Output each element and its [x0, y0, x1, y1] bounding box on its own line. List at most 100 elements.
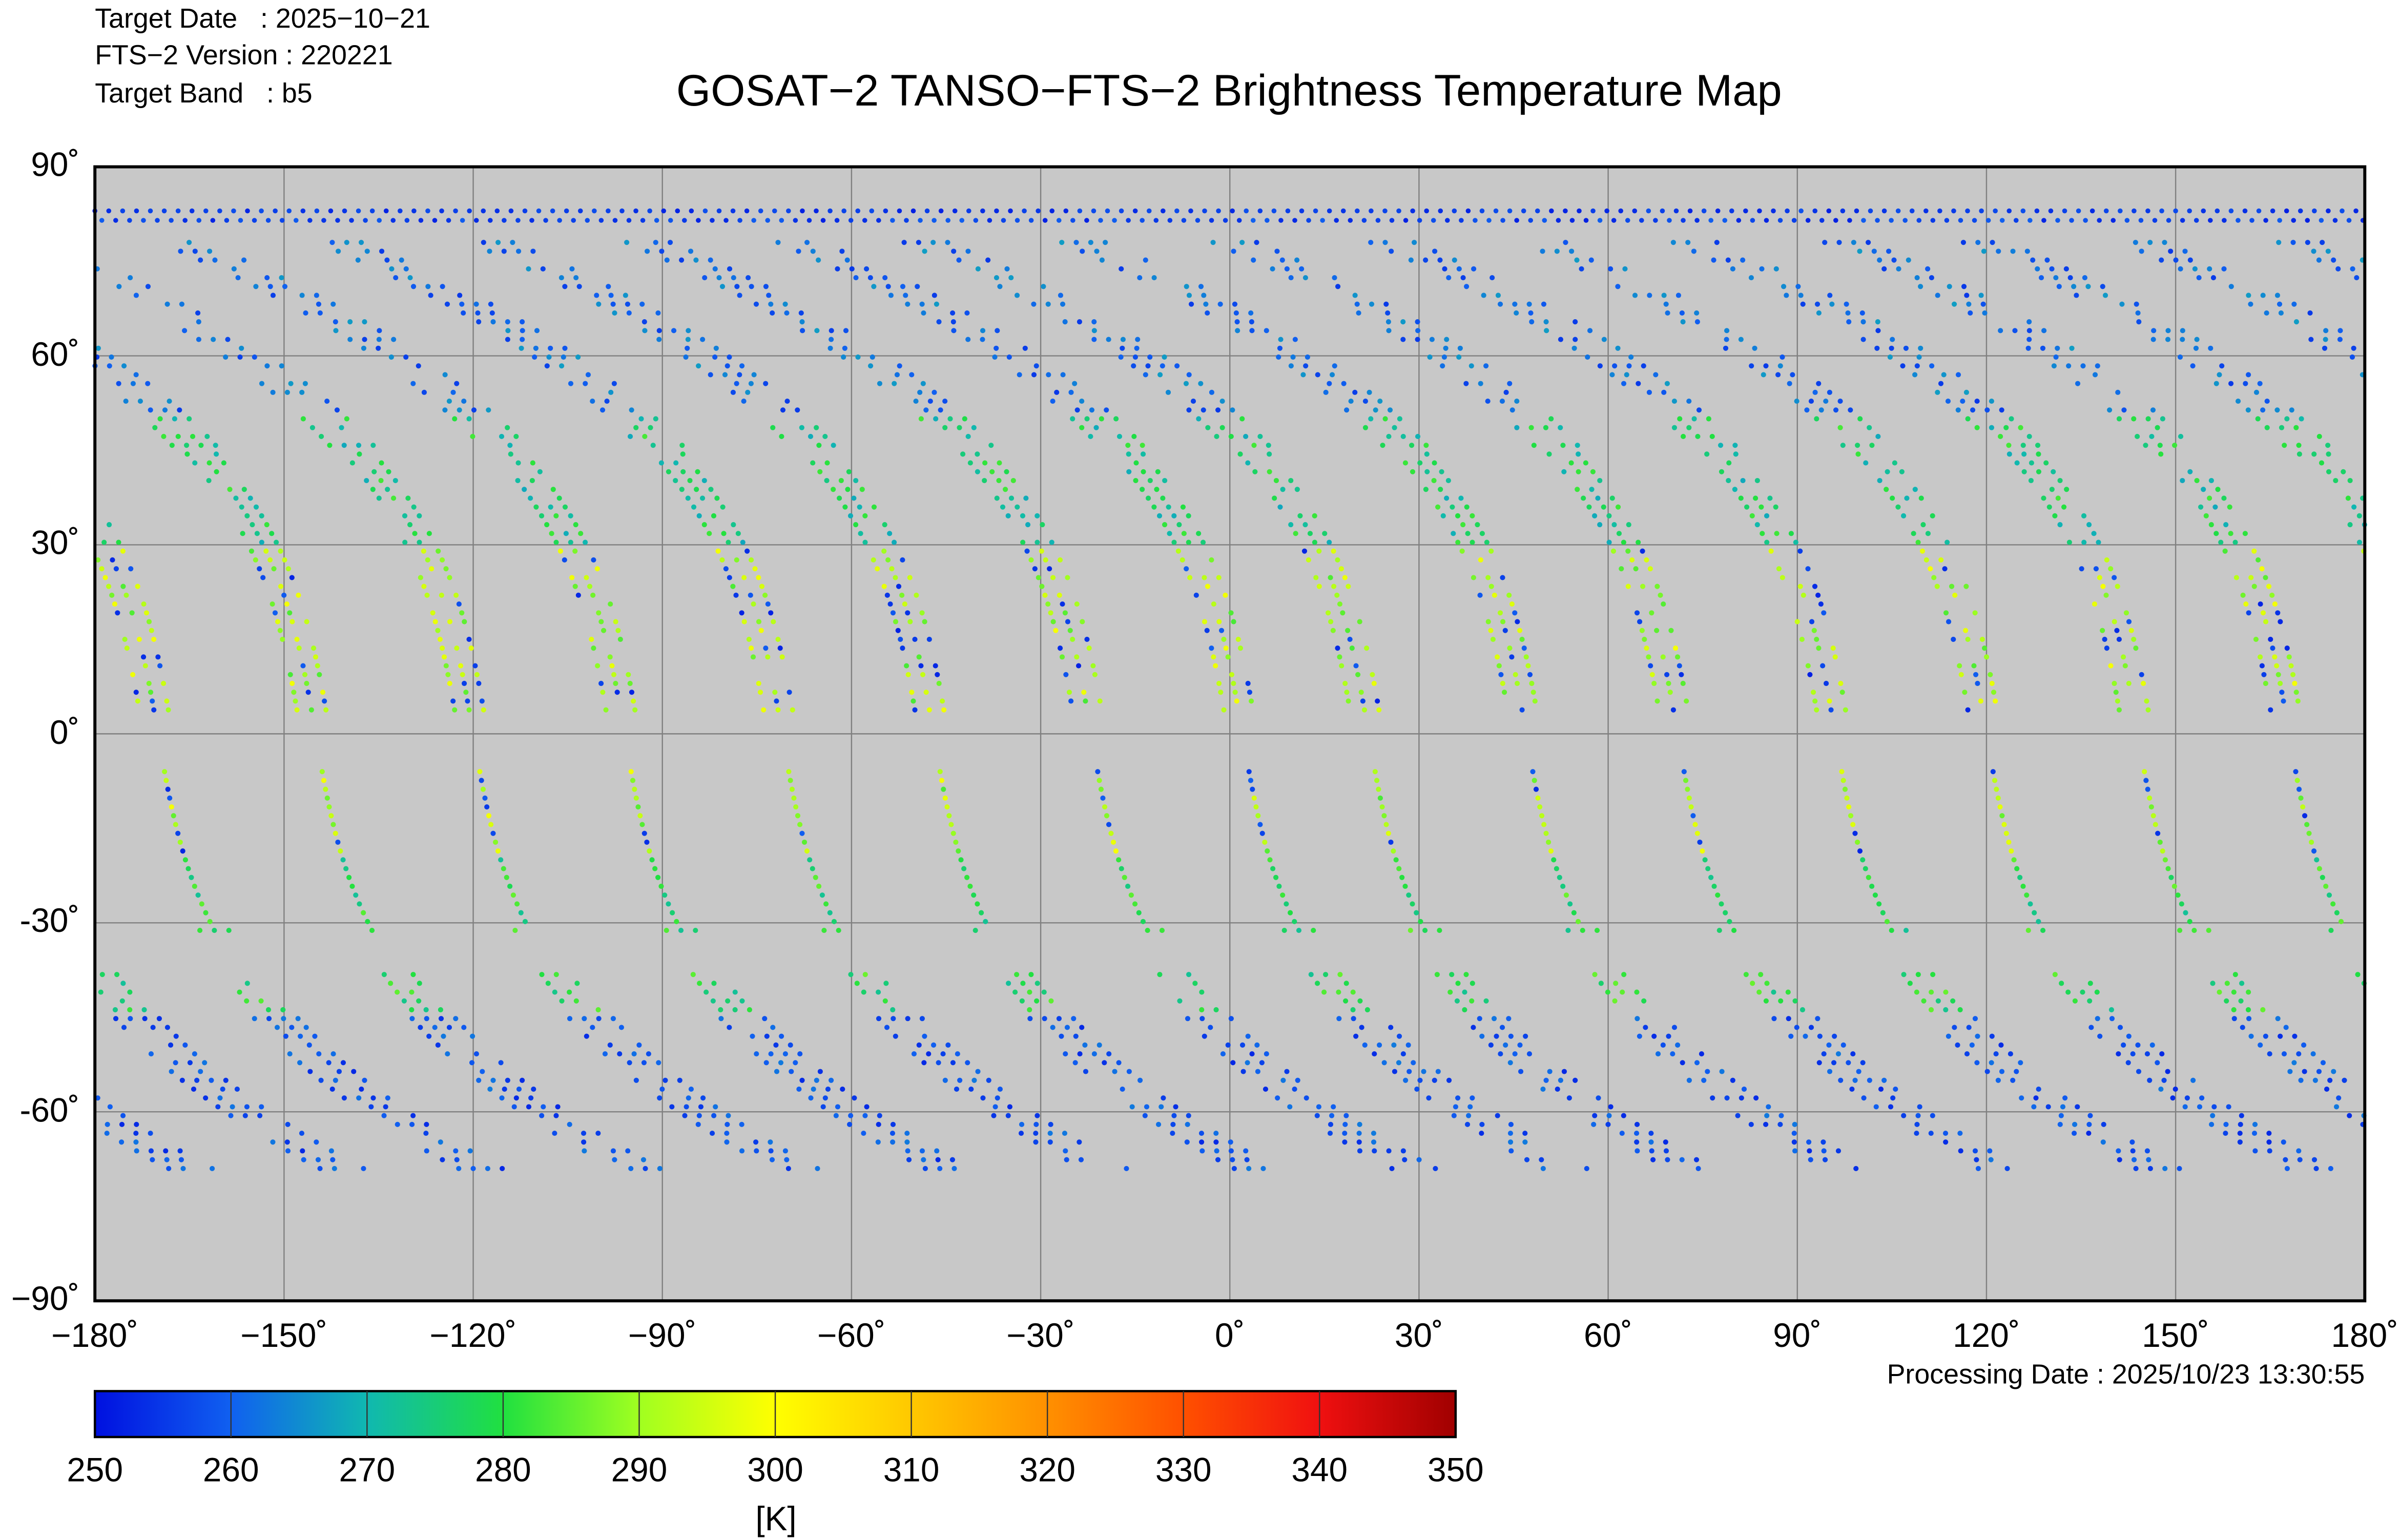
observation-point — [339, 425, 344, 430]
observation-point — [1489, 275, 1495, 281]
x-tick-label: −150˚ — [240, 1316, 328, 1355]
observation-point — [1287, 1104, 1293, 1110]
observation-point — [409, 989, 415, 995]
observation-point — [1180, 557, 1185, 563]
observation-point — [1560, 883, 1566, 889]
observation-point — [897, 363, 902, 369]
observation-point — [180, 1166, 186, 1171]
observation-point — [346, 875, 352, 880]
observation-point — [2133, 240, 2138, 245]
observation-point — [1969, 1042, 1975, 1048]
observation-point — [1551, 857, 1557, 863]
observation-point — [2079, 566, 2084, 572]
observation-point — [1308, 972, 1314, 977]
y-tick-label: −90˚ — [11, 1279, 80, 1318]
observation-point — [515, 460, 521, 466]
observation-point — [279, 363, 284, 369]
observation-point — [1824, 680, 1829, 686]
observation-point — [2160, 848, 2165, 854]
observation-point — [2246, 1016, 2252, 1022]
observation-point — [432, 218, 438, 223]
observation-point — [765, 601, 771, 607]
observation-point — [439, 208, 444, 214]
observation-point — [946, 813, 952, 819]
observation-point — [2151, 328, 2157, 334]
observation-point — [1616, 531, 1622, 536]
observation-point — [1032, 566, 1038, 572]
observation-point — [1875, 433, 1881, 440]
observation-point — [2072, 1130, 2077, 1136]
observation-point — [1137, 275, 1143, 281]
observation-point — [2031, 1104, 2037, 1110]
observation-point — [2266, 1130, 2272, 1136]
observation-point — [2201, 208, 2206, 214]
observation-point — [1753, 495, 1758, 501]
observation-point — [1089, 407, 1095, 413]
observation-point — [1846, 1060, 1851, 1066]
observation-point — [330, 822, 336, 827]
observation-point — [1962, 690, 1968, 695]
observation-point — [2251, 1130, 2258, 1136]
observation-point — [446, 218, 451, 223]
observation-point — [1440, 363, 1445, 369]
observation-point — [2212, 504, 2218, 510]
observation-point — [1141, 469, 1146, 474]
observation-point — [1760, 531, 1765, 536]
observation-point — [340, 1060, 346, 1066]
observation-point — [1386, 1148, 1392, 1154]
observation-point — [1507, 646, 1513, 651]
observation-point — [2171, 883, 2177, 889]
observation-point — [718, 1007, 723, 1013]
observation-point — [2177, 1166, 2182, 1171]
observation-point — [596, 301, 602, 307]
observation-point — [1685, 786, 1690, 792]
observation-point — [664, 257, 670, 263]
observation-point — [116, 539, 121, 545]
observation-point — [215, 1104, 221, 1110]
observation-point — [461, 398, 467, 404]
observation-point — [1437, 257, 1443, 263]
observation-point — [2183, 910, 2188, 915]
observation-point — [2155, 425, 2160, 430]
observation-point — [148, 407, 153, 413]
observation-point — [109, 354, 114, 360]
observation-point — [808, 1095, 814, 1101]
observation-point — [2310, 1051, 2316, 1057]
observation-point — [424, 1148, 429, 1154]
observation-point — [1951, 208, 1956, 214]
observation-point — [2274, 293, 2281, 298]
observation-point — [814, 328, 820, 334]
observation-point — [2336, 1095, 2342, 1101]
observation-point — [1888, 1104, 1894, 1110]
observation-point — [1522, 1130, 1528, 1136]
observation-point — [1857, 248, 1863, 254]
observation-point — [302, 381, 308, 386]
observation-point — [409, 1121, 415, 1127]
observation-point — [1965, 636, 1971, 642]
observation-point — [214, 469, 219, 474]
observation-point — [1429, 337, 1435, 342]
observation-point — [1231, 248, 1236, 254]
observation-point — [952, 208, 958, 214]
observation-point — [851, 495, 857, 501]
observation-point — [2237, 1130, 2243, 1136]
observation-point — [356, 1095, 362, 1101]
observation-point — [1225, 654, 1231, 660]
observation-point — [797, 1051, 803, 1057]
observation-point — [2116, 1051, 2121, 1057]
observation-point — [1104, 813, 1110, 819]
observation-point — [164, 698, 170, 704]
observation-point — [1914, 275, 1920, 281]
observation-point — [289, 575, 295, 580]
observation-point — [1160, 363, 1165, 369]
observation-point — [495, 848, 501, 854]
observation-point — [726, 1113, 731, 1118]
observation-point — [2323, 337, 2328, 342]
observation-point — [316, 1051, 322, 1057]
observation-point — [1385, 830, 1391, 836]
observation-point — [2150, 407, 2156, 413]
observation-point — [2074, 293, 2079, 298]
observation-point — [591, 557, 596, 563]
observation-point — [1386, 328, 1392, 334]
observation-point — [1555, 1086, 1560, 1092]
